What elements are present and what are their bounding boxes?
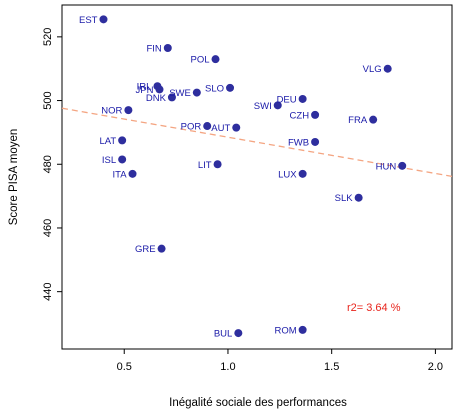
point-label-rom: ROM — [274, 325, 296, 336]
y-tick-label: 500 — [42, 91, 54, 109]
y-axis: 440 460 480 500 520 — [42, 5, 63, 349]
point-label-irl: IRL — [137, 82, 152, 93]
data-point-isl — [118, 155, 127, 164]
x-axis-title: Inégalité sociale des performances — [169, 397, 347, 409]
y-tick-label: 440 — [42, 282, 54, 300]
x-tick-label: 1.5 — [324, 361, 339, 373]
y-axis-title: Score PISA moyen — [8, 129, 20, 226]
x-tick-label: 1.0 — [220, 361, 235, 373]
y-tick-label: 460 — [42, 219, 54, 237]
data-point-rom — [298, 325, 307, 334]
point-label-gre: GRE — [135, 244, 156, 255]
point-label-fin: FIN — [146, 44, 161, 55]
data-point-fin — [163, 44, 172, 52]
data-point-lat — [118, 136, 127, 145]
data-point-dnk — [167, 93, 176, 102]
point-label-fra: FRA — [348, 115, 368, 126]
point-label-aut: AUT — [211, 123, 230, 134]
point-label-deu: DEU — [277, 94, 297, 105]
data-point-jpn — [155, 85, 164, 94]
point-label-fwb: FWB — [288, 137, 309, 148]
data-point-lux — [298, 169, 307, 178]
y-tick-label: 480 — [42, 155, 54, 173]
point-label-vlg: VLG — [363, 64, 382, 75]
data-point-est — [99, 15, 108, 24]
point-label-dnk: DNK — [146, 93, 167, 104]
point-label-slo: SLO — [205, 83, 224, 94]
point-label-lit: LIT — [198, 160, 212, 171]
data-point-hun — [398, 161, 407, 170]
point-label-jpn: JPN — [136, 85, 154, 96]
x-tick-label: 0.5 — [117, 361, 132, 373]
data-point-slk — [354, 193, 363, 202]
data-point-aut — [232, 123, 241, 132]
data-point-ita — [128, 169, 137, 178]
point-label-swe: SWE — [169, 88, 191, 99]
point-label-lat: LAT — [99, 136, 116, 147]
data-point-bul — [234, 329, 243, 338]
x-axis: 0.5 1.0 1.5 2.0 — [62, 348, 452, 373]
point-label-pol: POL — [190, 55, 209, 66]
point-label-swi: SWI — [254, 101, 272, 112]
trend-line — [61, 107, 453, 178]
data-point-vlg — [383, 64, 392, 73]
data-point-gre — [157, 244, 166, 253]
point-label-por: POR — [181, 122, 202, 133]
x-tick-label: 2.0 — [428, 361, 443, 373]
point-label-nor: NOR — [101, 106, 122, 117]
point-label-czh: CZH — [290, 110, 310, 121]
data-point-deu — [298, 94, 307, 103]
data-point-pol — [211, 55, 220, 64]
data-point-nor — [124, 106, 133, 115]
data-points — [99, 15, 407, 338]
point-label-isl: ISL — [102, 155, 116, 166]
point-label-slk: SLK — [335, 193, 354, 204]
data-point-czh — [311, 110, 320, 119]
point-label-hun: HUN — [376, 161, 397, 172]
data-point-lit — [213, 160, 222, 169]
data-point-swi — [273, 101, 282, 110]
point-label-lux: LUX — [278, 169, 297, 180]
data-point-fra — [369, 115, 378, 124]
point-label-bul: BUL — [214, 329, 232, 340]
point-label-est: EST — [79, 15, 98, 26]
data-point-slo — [226, 83, 235, 92]
data-point-fwb — [311, 137, 320, 146]
point-label-ita: ITA — [112, 169, 127, 180]
y-tick-label: 520 — [42, 28, 54, 46]
data-point-swe — [192, 88, 201, 97]
trend-line-group — [61, 107, 453, 178]
data-point-por — [203, 122, 212, 131]
r2-annotation: r2= 3.64 % — [347, 302, 401, 314]
